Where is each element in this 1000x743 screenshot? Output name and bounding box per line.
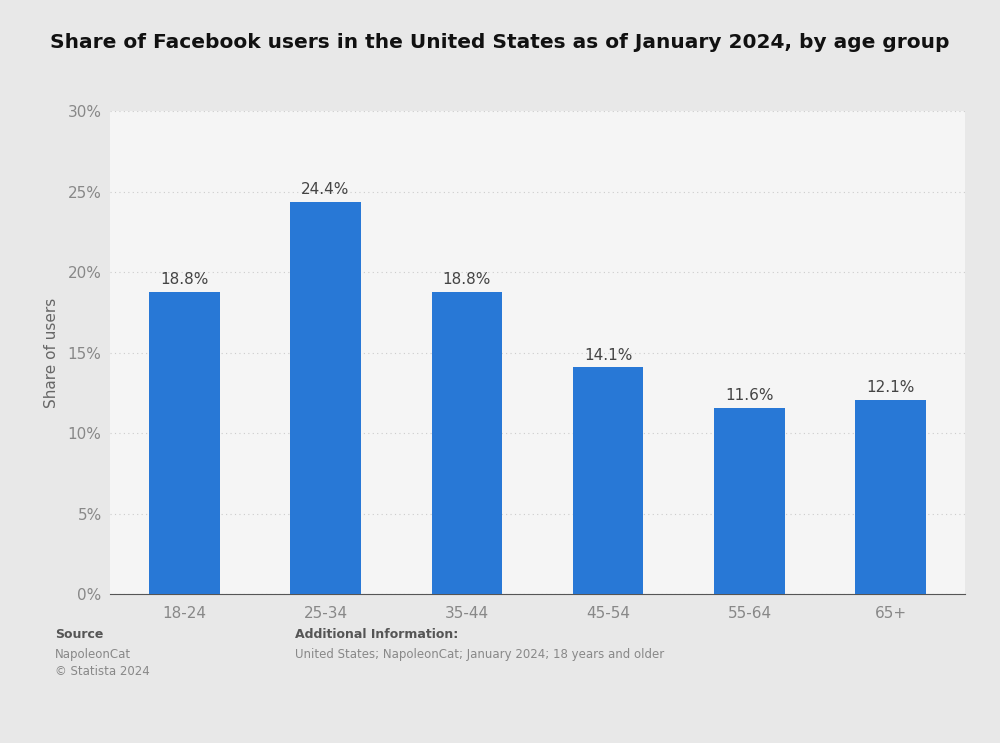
Bar — [714, 408, 785, 594]
Bar — [432, 292, 502, 594]
Bar — [855, 400, 926, 594]
Bar — [149, 292, 220, 594]
Y-axis label: Share of users: Share of users — [44, 298, 59, 408]
Text: Share of Facebook users in the United States as of January 2024, by age group: Share of Facebook users in the United St… — [50, 33, 950, 53]
Text: Source: Source — [55, 628, 103, 640]
Bar — [290, 201, 361, 594]
Text: United States; NapoleonCat; January 2024; 18 years and older: United States; NapoleonCat; January 2024… — [295, 648, 664, 661]
Text: 11.6%: 11.6% — [725, 388, 774, 403]
Text: 18.8%: 18.8% — [160, 272, 208, 287]
Bar — [573, 367, 643, 594]
Text: 12.1%: 12.1% — [867, 380, 915, 395]
Text: NapoleonCat: NapoleonCat — [55, 648, 131, 661]
Text: 24.4%: 24.4% — [301, 182, 350, 197]
Text: 14.1%: 14.1% — [584, 348, 632, 363]
Text: 18.8%: 18.8% — [443, 272, 491, 287]
Text: © Statista 2024: © Statista 2024 — [55, 665, 150, 678]
Text: Additional Information:: Additional Information: — [295, 628, 458, 640]
